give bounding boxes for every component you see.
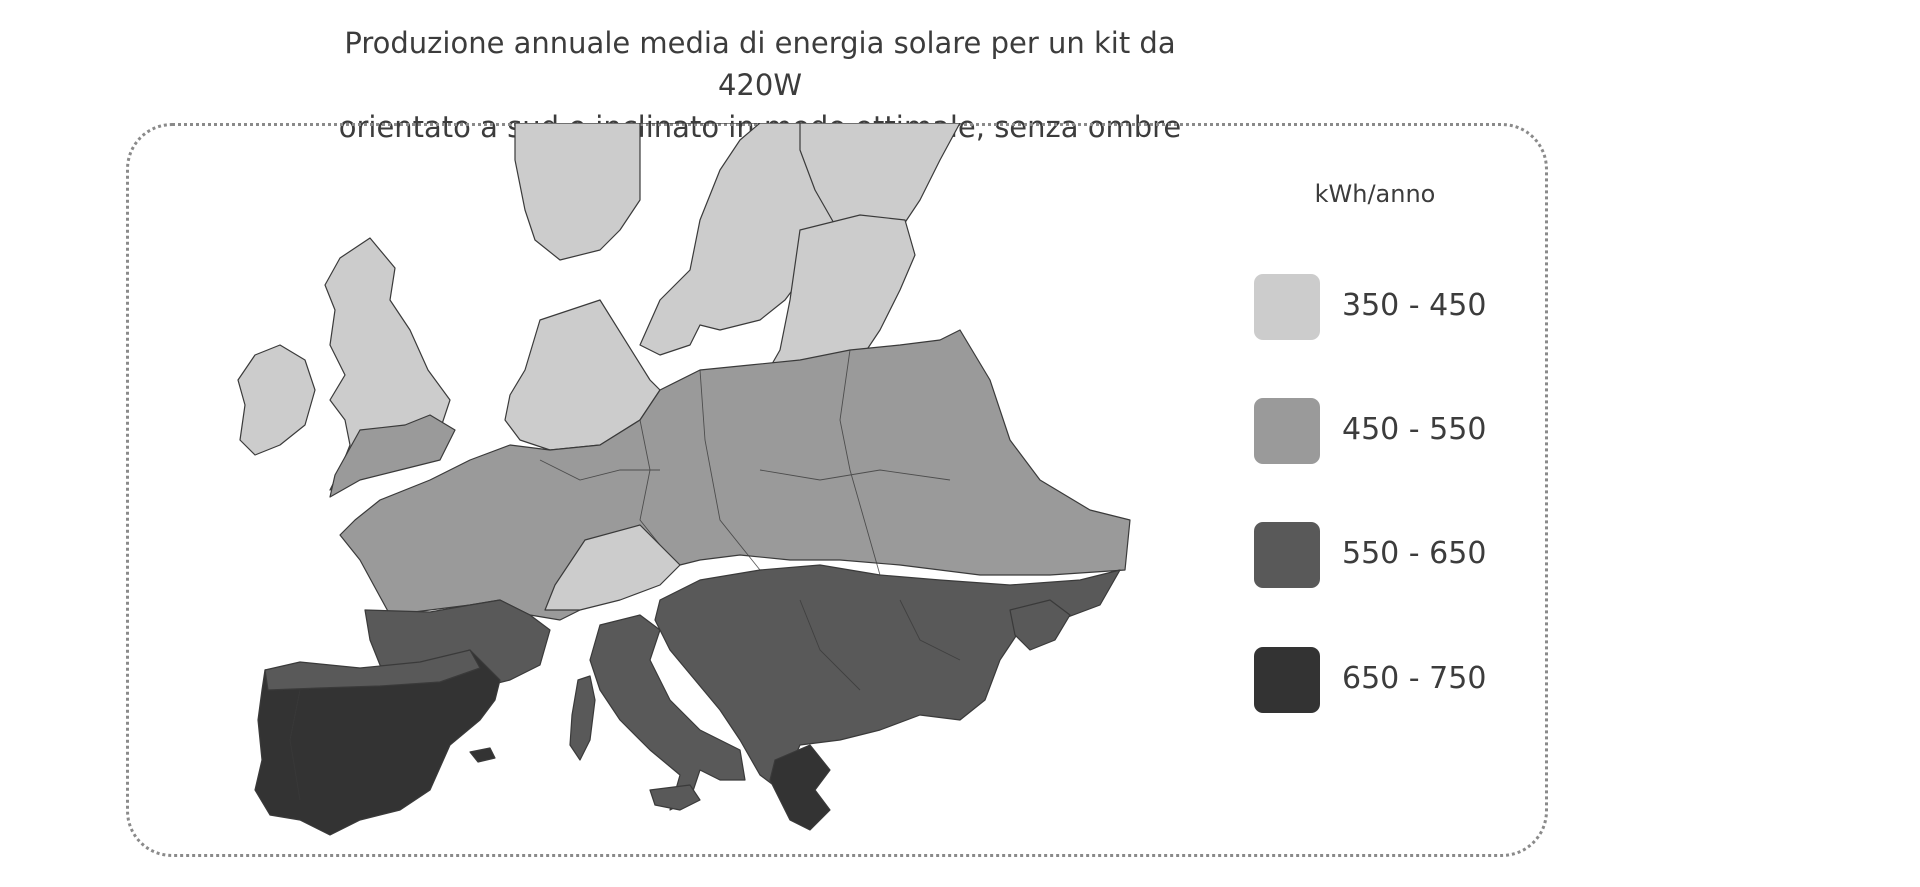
legend-label: 650 - 750 <box>1342 661 1487 696</box>
southern-england-region <box>329 414 456 498</box>
legend-item-1: 350 - 450 <box>1254 274 1514 340</box>
europe-map <box>237 123 1131 836</box>
northern-spain-region <box>264 649 481 691</box>
crimea-region <box>1009 599 1071 651</box>
ireland-region <box>237 344 316 456</box>
title-line-1: Produzione annuale media di energia sola… <box>344 26 1176 102</box>
legend-swatch <box>1254 274 1320 340</box>
balearic-region <box>469 747 496 763</box>
greece-region <box>769 744 831 831</box>
sicily-region <box>649 784 701 811</box>
legend-item-4: 650 - 750 <box>1254 647 1514 713</box>
legend-label: 450 - 550 <box>1342 412 1487 447</box>
legend-item-2: 450 - 550 <box>1254 398 1514 464</box>
legend-swatch <box>1254 647 1320 713</box>
legend-label: 550 - 650 <box>1342 536 1487 571</box>
map-title: Produzione annuale media di energia sola… <box>330 22 1190 148</box>
italy-region <box>589 614 746 811</box>
legend-label: 350 - 450 <box>1342 288 1487 323</box>
corsica-sardinia-region <box>569 675 596 761</box>
balkans-region <box>654 564 1121 791</box>
alps-region <box>544 524 681 611</box>
central-europe-region <box>339 329 1131 621</box>
legend-item-3: 550 - 650 <box>1254 522 1514 588</box>
legend-swatch <box>1254 398 1320 464</box>
legend-title: kWh/anno <box>1314 180 1436 208</box>
legend-swatch <box>1254 522 1320 588</box>
